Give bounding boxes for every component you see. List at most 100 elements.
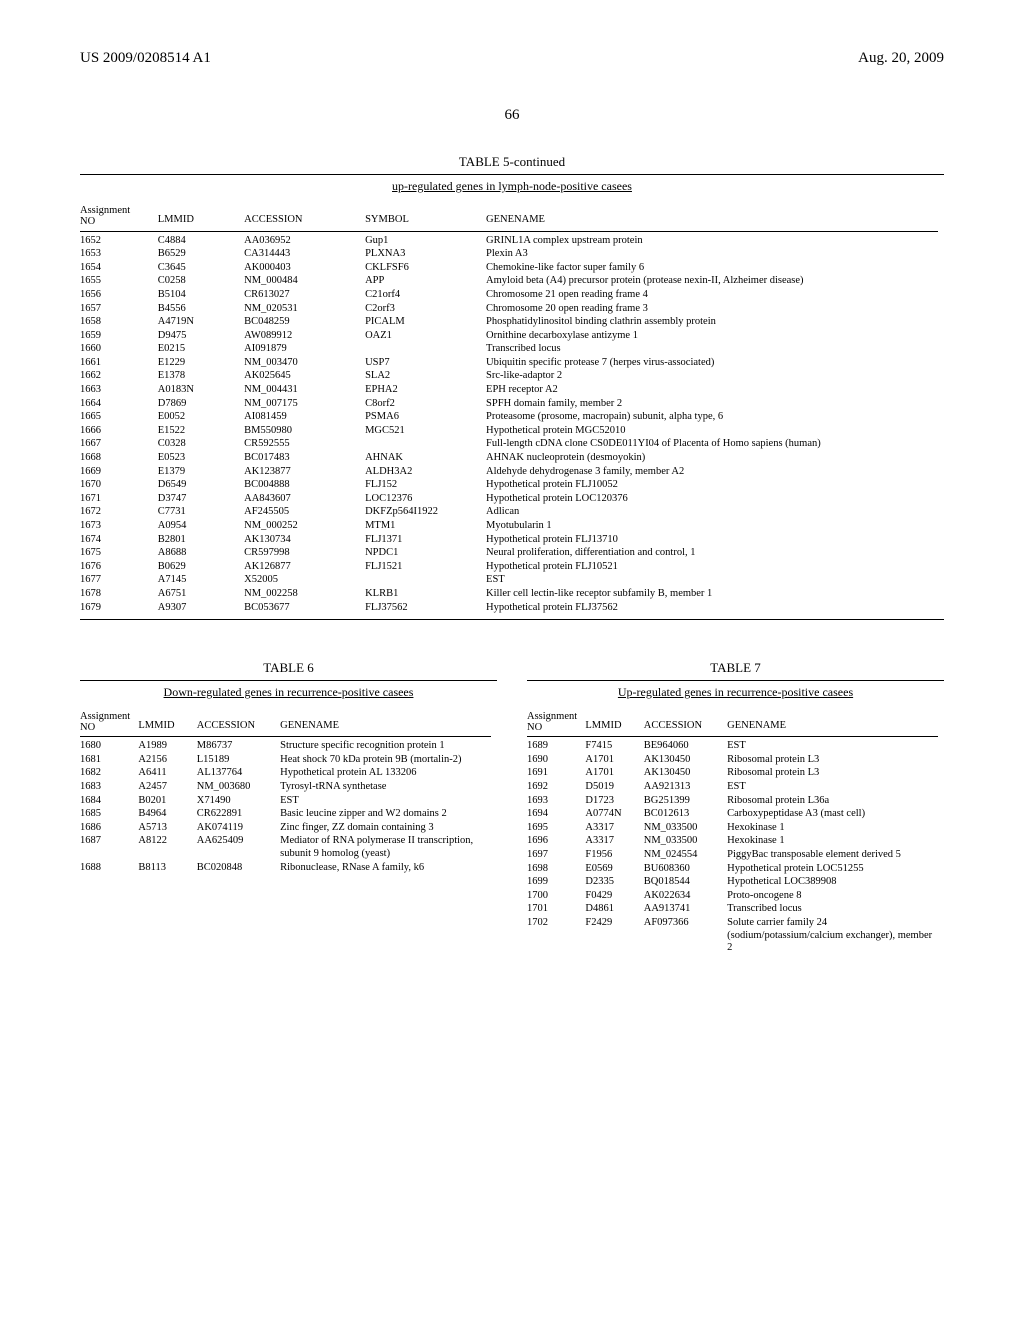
cell-no: 1680 — [80, 740, 138, 754]
cell-lmmid: D1723 — [585, 794, 643, 808]
table-row: 1666E1522BM550980MGC521Hypothetical prot… — [80, 424, 944, 438]
table-row: 1656B5104CR613027C21orf4Chromosome 21 op… — [80, 288, 944, 302]
cell-gene: Hypothetical protein FLJ10521 — [486, 560, 944, 574]
cell-gene: Phosphatidylinositol binding clathrin as… — [486, 316, 944, 330]
cell-gene: GRINL1A complex upstream protein — [486, 234, 944, 248]
cell-no: 1652 — [80, 234, 158, 248]
cell-sym: PLXNA3 — [365, 248, 486, 262]
cell-acc: AF245505 — [244, 506, 365, 520]
cell-acc: AK000403 — [244, 261, 365, 275]
col-acc-header: ACCESSION — [197, 710, 280, 734]
cell-no: 1697 — [527, 848, 585, 862]
table-row: 1695A3317NM_033500Hexokinase 1 — [527, 821, 944, 835]
cell-acc: M86737 — [197, 740, 280, 754]
cell-no: 1678 — [80, 587, 158, 601]
cell-no: 1687 — [80, 835, 138, 861]
cell-lmmid: A9307 — [158, 601, 244, 615]
table-row: 1686A5713AK074119Zinc finger, ZZ domain … — [80, 821, 497, 835]
cell-sym: LOC12376 — [365, 492, 486, 506]
table-row: 1674B2801AK130734FLJ1371Hypothetical pro… — [80, 533, 944, 547]
col-lmmid-header: LMMID — [585, 710, 643, 734]
cell-acc: AA921313 — [644, 780, 727, 794]
cell-acc: CR592555 — [244, 438, 365, 452]
cell-gene: Amyloid beta (A4) precursor protein (pro… — [486, 275, 944, 289]
table-6-subtitle: Down-regulated genes in recurrence-posit… — [80, 685, 497, 700]
table-6-grid: Assignment NO LMMID ACCESSION GENENAME 1… — [80, 710, 497, 875]
cell-gene: Basic leucine zipper and W2 domains 2 — [280, 808, 497, 822]
cell-acc: AI091879 — [244, 343, 365, 357]
cell-gene: Proteasome (prosome, macropain) subunit,… — [486, 411, 944, 425]
table-row: 1670D6549BC004888FLJ152Hypothetical prot… — [80, 479, 944, 493]
cell-gene: Chromosome 20 open reading frame 3 — [486, 302, 944, 316]
col-no-header: Assignment NO — [80, 710, 138, 734]
table-row: 1662E1378AK025645SLA2Src-like-adaptor 2 — [80, 370, 944, 384]
cell-lmmid: B0201 — [138, 794, 196, 808]
cell-gene: Zinc finger, ZZ domain containing 3 — [280, 821, 497, 835]
table-row: 1679A9307BC053677FLJ37562Hypothetical pr… — [80, 601, 944, 615]
cell-sym: PSMA6 — [365, 411, 486, 425]
cell-acc: AK123877 — [244, 465, 365, 479]
table-row: 1660E0215AI091879Transcribed locus — [80, 343, 944, 357]
col-gene-header: GENENAME — [727, 710, 944, 734]
cell-gene: Neural proliferation, differentiation an… — [486, 547, 944, 561]
cell-sym: EPHA2 — [365, 384, 486, 398]
cell-acc: AW089912 — [244, 329, 365, 343]
cell-no: 1694 — [527, 808, 585, 822]
table-row: 1702F2429AF097366Solute carrier family 2… — [527, 916, 944, 955]
table-row: 1658A4719NBC048259PICALMPhosphatidylinos… — [80, 316, 944, 330]
cell-lmmid: A8688 — [158, 547, 244, 561]
patent-number: US 2009/0208514 A1 — [80, 50, 211, 67]
table-5: TABLE 5-continued up-regulated genes in … — [80, 154, 944, 620]
cell-lmmid: B6529 — [158, 248, 244, 262]
cell-gene: Ribosomal protein L3 — [727, 753, 944, 767]
cell-sym: FLJ37562 — [365, 601, 486, 615]
cell-no: 1688 — [80, 861, 138, 875]
table-7-title: TABLE 7 — [527, 660, 944, 676]
cell-lmmid: B4556 — [158, 302, 244, 316]
cell-lmmid: C4884 — [158, 234, 244, 248]
col-lmmid-header: LMMID — [138, 710, 196, 734]
table-6: TABLE 6 Down-regulated genes in recurren… — [80, 660, 497, 956]
cell-gene: Src-like-adaptor 2 — [486, 370, 944, 384]
table-row: 1691A1701AK130450Ribosomal protein L3 — [527, 767, 944, 781]
cell-sym: USP7 — [365, 356, 486, 370]
cell-gene: Proto-oncogene 8 — [727, 889, 944, 903]
cell-lmmid: B5104 — [158, 288, 244, 302]
cell-acc: NM_000484 — [244, 275, 365, 289]
cell-lmmid: A8122 — [138, 835, 196, 861]
table-row: 1673A0954NM_000252MTM1Myotubularin 1 — [80, 520, 944, 534]
cell-gene: Structure specific recognition protein 1 — [280, 740, 497, 754]
cell-no: 1653 — [80, 248, 158, 262]
cell-no: 1667 — [80, 438, 158, 452]
cell-gene: Transcribed locus — [486, 343, 944, 357]
cell-lmmid: A3317 — [585, 835, 643, 849]
col-acc-header: ACCESSION — [644, 710, 727, 734]
cell-no: 1663 — [80, 384, 158, 398]
cell-no: 1701 — [527, 903, 585, 917]
table-row: 1663A0183NNM_004431EPHA2EPH receptor A2 — [80, 384, 944, 398]
table-7: TABLE 7 Up-regulated genes in recurrence… — [527, 660, 944, 956]
cell-lmmid: E0052 — [158, 411, 244, 425]
cell-gene: SPFH domain family, member 2 — [486, 397, 944, 411]
cell-gene: Hypothetical protein FLJ13710 — [486, 533, 944, 547]
cell-lmmid: E1379 — [158, 465, 244, 479]
cell-gene: EST — [280, 794, 497, 808]
cell-no: 1696 — [527, 835, 585, 849]
cell-lmmid: A4719N — [158, 316, 244, 330]
cell-lmmid: F7415 — [585, 740, 643, 754]
cell-acc: NM_004431 — [244, 384, 365, 398]
cell-no: 1659 — [80, 329, 158, 343]
cell-no: 1654 — [80, 261, 158, 275]
cell-lmmid: B0629 — [158, 560, 244, 574]
cell-no: 1686 — [80, 821, 138, 835]
cell-no: 1668 — [80, 452, 158, 466]
cell-no: 1673 — [80, 520, 158, 534]
cell-lmmid: A1701 — [585, 753, 643, 767]
cell-lmmid: E0569 — [585, 862, 643, 876]
cell-acc: BC012613 — [644, 808, 727, 822]
table-row: 1701D4861AA913741Transcribed locus — [527, 903, 944, 917]
cell-acc: AL137764 — [197, 767, 280, 781]
cell-lmmid: A2156 — [138, 753, 196, 767]
cell-sym: DKFZp564I1922 — [365, 506, 486, 520]
cell-lmmid: A1701 — [585, 767, 643, 781]
